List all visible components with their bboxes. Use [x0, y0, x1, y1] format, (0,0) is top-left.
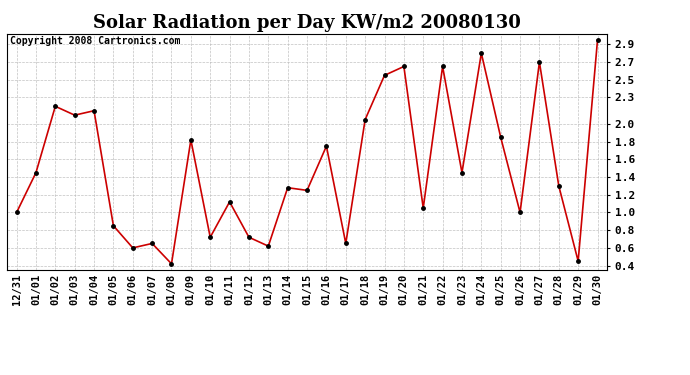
Text: Copyright 2008 Cartronics.com: Copyright 2008 Cartronics.com: [10, 36, 180, 46]
Title: Solar Radiation per Day KW/m2 20080130: Solar Radiation per Day KW/m2 20080130: [93, 14, 521, 32]
